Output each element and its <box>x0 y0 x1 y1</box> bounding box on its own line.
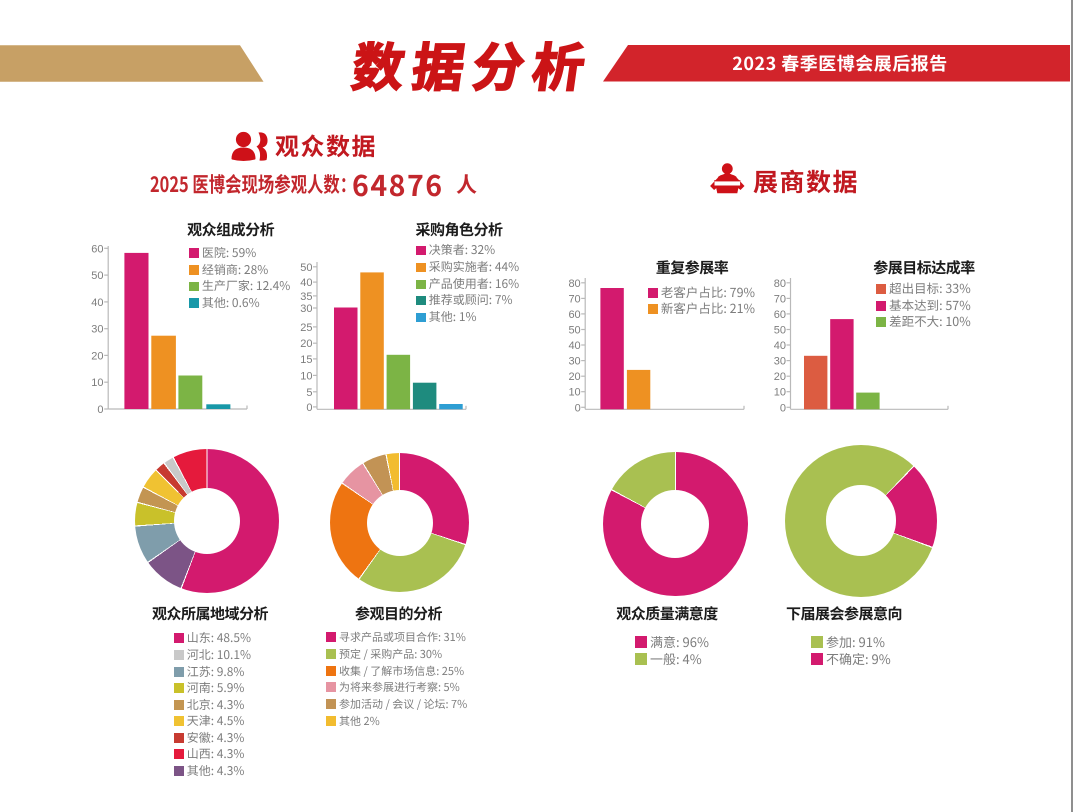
svg-text:20: 20 <box>774 371 786 383</box>
svg-text:60: 60 <box>774 309 786 321</box>
svg-text:20: 20 <box>91 350 103 362</box>
svg-text:50: 50 <box>91 270 103 282</box>
svg-text:40: 40 <box>91 297 103 309</box>
svg-text:30: 30 <box>568 356 580 368</box>
svg-text:10: 10 <box>774 387 786 399</box>
svg-text:10: 10 <box>568 387 580 399</box>
svg-text:60: 60 <box>91 243 103 255</box>
svg-text:30: 30 <box>91 324 103 336</box>
svg-text:5: 5 <box>306 387 312 399</box>
svg-text:50: 50 <box>568 325 580 337</box>
svg-text:35: 35 <box>300 291 312 303</box>
svg-text:25: 25 <box>300 322 312 334</box>
svg-text:15: 15 <box>300 354 312 366</box>
svg-text:40: 40 <box>774 340 786 352</box>
svg-text:50: 50 <box>774 325 786 337</box>
svg-text:50: 50 <box>300 262 312 274</box>
svg-text:30: 30 <box>300 303 312 315</box>
svg-text:70: 70 <box>774 293 786 305</box>
svg-text:0: 0 <box>780 402 786 414</box>
svg-text:0: 0 <box>97 404 103 416</box>
svg-text:0: 0 <box>306 402 312 414</box>
svg-text:80: 80 <box>774 278 786 290</box>
svg-text:10: 10 <box>91 377 103 389</box>
svg-text:30: 30 <box>774 356 786 368</box>
svg-text:40: 40 <box>300 277 312 289</box>
svg-text:80: 80 <box>568 278 580 290</box>
svg-text:70: 70 <box>568 293 580 305</box>
svg-text:20: 20 <box>568 371 580 383</box>
svg-text:60: 60 <box>568 309 580 321</box>
svg-text:0: 0 <box>575 402 581 414</box>
svg-text:40: 40 <box>568 340 580 352</box>
svg-text:20: 20 <box>300 338 312 350</box>
svg-text:10: 10 <box>300 370 312 382</box>
